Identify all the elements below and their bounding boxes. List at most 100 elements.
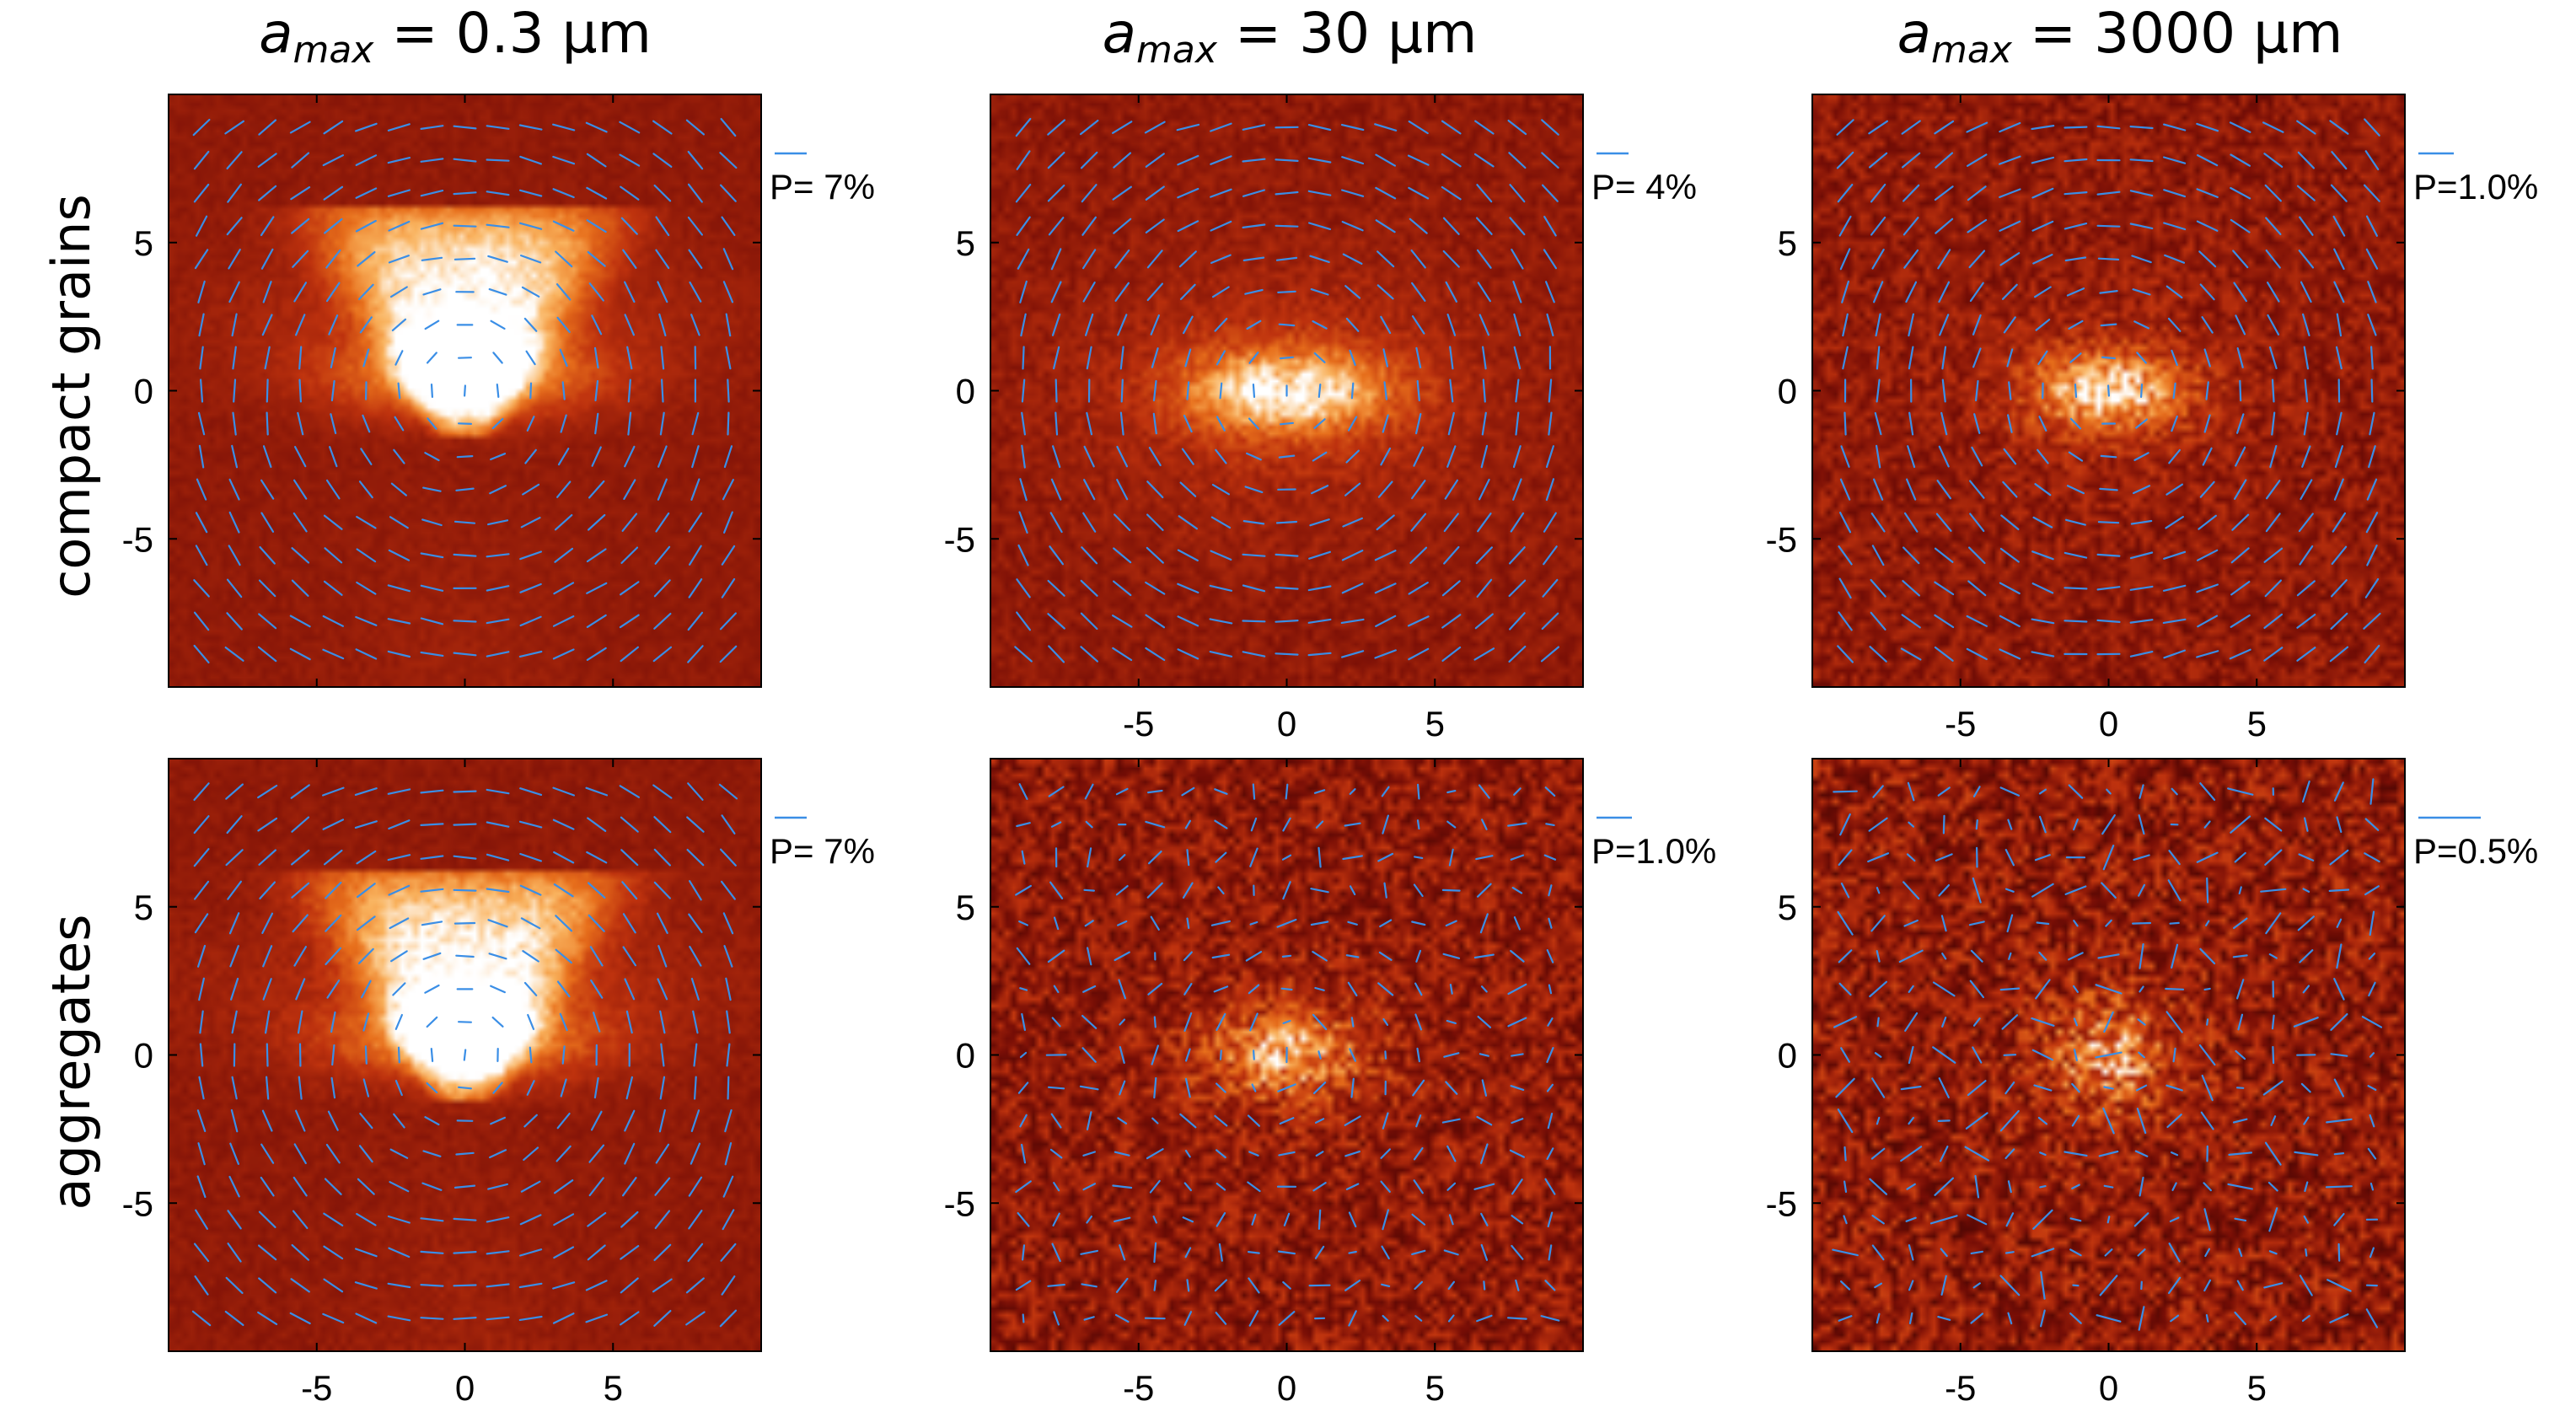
polarization-vector [2333,281,2345,303]
polarization-vector [364,1045,368,1065]
polarization-vector [298,346,303,370]
polarization-vector [225,1276,244,1295]
polarization-vector [1414,413,1422,435]
polarization-vector [1275,520,1298,524]
polarization-vector [260,512,275,533]
polarization-vector [389,1148,409,1159]
polarization-vector [1384,1050,1387,1060]
polarization-vector [1340,124,1365,132]
polarization-vector [1838,545,1853,566]
polarization-vector [620,816,639,833]
polarization-vector [519,550,543,561]
polarization-vector [2336,918,2343,928]
polarization-vector [355,219,377,233]
polarization-vector [1377,250,1395,268]
polarization-vector [2364,184,2380,202]
polarization-vector [690,977,700,1001]
polarization-vector [592,1012,601,1033]
polarization-vector [2329,1313,2349,1323]
polarization-vector [1380,315,1392,335]
polarization-vector [727,1076,730,1100]
polarization-vector [2038,788,2047,795]
polarization-vector [2073,819,2079,831]
polarization-vector [323,580,343,596]
polarization-vector [453,823,477,826]
polarization-vector [1870,915,1886,932]
polarization-vector [1382,414,1389,433]
polarization-vector [2063,223,2088,230]
polarization-vector [357,1178,375,1195]
polarization-vector [1318,1209,1322,1230]
polarization-vector [1543,545,1558,566]
polarization-vector [1277,1250,1296,1255]
polarization-vector [529,1046,533,1064]
polarization-vector [594,379,599,402]
polarization-vector [1348,1250,1357,1254]
polarization-vector [1380,1148,1392,1160]
polarization-vector [453,158,477,163]
polarization-vector [2205,1313,2209,1323]
polarization-vector [1244,288,1264,295]
polarization-vector [420,222,444,230]
polarization-vector [2271,411,2276,436]
polarization-vector [354,1281,378,1290]
polarization-vector [693,1043,698,1067]
polarization-vector [1016,150,1031,170]
polarization-vector [291,547,310,564]
polarization-vector [356,581,377,595]
polarization-vector [293,1143,307,1165]
polarization-vector [1183,1012,1193,1033]
polarization-vector [692,1010,699,1034]
y-tick-label: 5 [956,223,975,263]
polarization-vector [1416,1047,1421,1063]
polarization-vector [2300,479,2313,501]
polarization-vector [1176,123,1200,132]
polarization-vector [1935,853,1953,862]
polarization-vector [290,1278,310,1293]
polarization-vector [2068,784,2084,799]
polarization-vector [2100,323,2117,327]
polarization-vector [1972,347,1982,368]
polarization-vector [390,950,408,963]
polarization-vector [420,190,444,197]
polarization-vector [1513,346,1521,370]
polarization-vector [2133,485,2151,495]
polarization-vector [1513,787,1521,796]
polarization-vector [194,1275,209,1296]
polarization-vector [2301,780,2310,803]
polarization-vector [1216,1012,1226,1032]
polarization-vector [2264,849,2283,866]
polarization-vector [261,912,274,935]
polarization-vector [2001,1014,2019,1030]
polarization-vector [1546,948,1554,963]
polarization-vector [1441,614,1462,629]
polarization-vector [1118,979,1127,1000]
polarization-vector [2031,550,2054,561]
polarization-vector [1937,1315,1951,1321]
polarization-vector [1972,1017,1981,1027]
polarization-vector [2034,854,2051,861]
polarization-vector [1477,282,1492,303]
polarization-vector [2331,579,2348,598]
polarization-vector [519,884,542,896]
polarization-vector [1839,478,1851,501]
x-tick-label: 5 [2247,1368,2267,1408]
polarization-vector [1178,515,1199,530]
polarization-vector [457,422,473,425]
polarization-vector [2031,220,2054,232]
polarization-vector [1016,822,1031,828]
polarization-vector [486,553,510,558]
polarization-vector [387,854,411,861]
polarization-vector [1116,478,1129,501]
polarization-vector [1310,921,1329,926]
polarization-vector [2073,1048,2078,1062]
polarization-vector [1876,1116,1881,1125]
polarization-vector [1050,478,1062,501]
polarization-vector [488,953,507,960]
polarization-vector [1119,1045,1125,1065]
polarization-vector [1016,611,1032,631]
polarization-vector [1145,647,1166,662]
polarization-vector [1309,518,1330,527]
polarization-vector [228,281,240,303]
